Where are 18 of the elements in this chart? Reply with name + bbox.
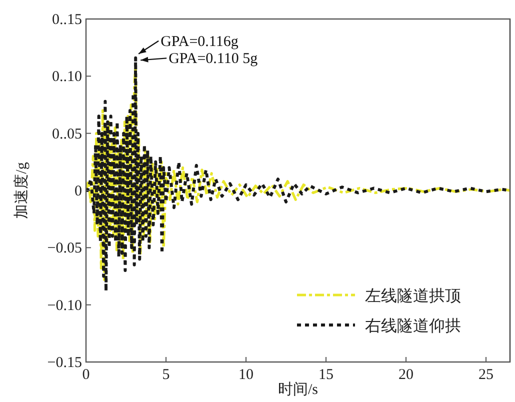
- y-tick-label: 0..05: [52, 126, 82, 142]
- x-tick-label: 20: [398, 367, 414, 383]
- y-tick-label: −0.15: [47, 355, 82, 371]
- x-tick-label: 10: [238, 367, 254, 383]
- y-tick-label: −0.05: [47, 240, 82, 257]
- legend-label: 右线隧道仰拱: [365, 317, 461, 335]
- y-tick-label: −0.10: [47, 298, 82, 314]
- x-tick-label: 15: [318, 367, 334, 383]
- y-tick-label: 0..15: [52, 12, 82, 28]
- x-tick-label: 25: [478, 367, 494, 383]
- x-axis-title: 时间/s: [278, 381, 318, 398]
- y-tick-label: 0..10: [52, 69, 82, 86]
- y-axis-title: 加速度/g: [13, 162, 30, 219]
- legend-label: 左线隧道拱顶: [365, 287, 461, 305]
- y-tick-label: 0: [74, 184, 82, 200]
- x-tick-label: 5: [162, 367, 170, 383]
- annotation: GPA=0.116g: [160, 34, 239, 50]
- annotation: GPA=0.110 5g: [168, 51, 258, 68]
